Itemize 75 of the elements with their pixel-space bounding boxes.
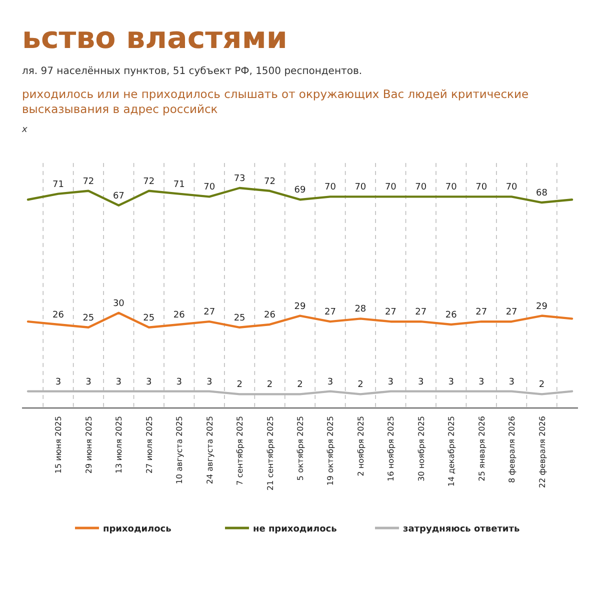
data-label: 2	[538, 380, 545, 390]
data-label: 70	[384, 182, 397, 193]
data-label: 70	[445, 182, 458, 193]
x-tick-label: 2 ноября 2025	[356, 416, 366, 476]
data-label: 26	[445, 310, 458, 320]
data-label: 70	[324, 182, 336, 193]
data-label: 70	[415, 182, 427, 193]
x-tick-label: 30 ноября 2025	[416, 416, 426, 482]
data-label: 27	[476, 308, 488, 318]
x-tick-label: 8 февраля 2026	[508, 416, 517, 483]
data-label: 67	[112, 191, 124, 202]
x-tick-label: 27 июля 2025	[144, 416, 154, 474]
data-label: 29	[294, 302, 306, 312]
chart-title: ьство властями	[22, 21, 288, 56]
data-label: 3	[418, 377, 424, 388]
x-tick-label: 7 сентября 2025	[236, 416, 245, 486]
data-label: 72	[143, 176, 155, 187]
data-label: 26	[173, 310, 186, 320]
data-label: 72	[82, 176, 94, 187]
data-label: 70	[204, 182, 216, 193]
data-label: 3	[176, 377, 182, 388]
legend-label: не приходилось	[253, 524, 338, 534]
data-label: 70	[476, 182, 488, 193]
data-label: 70	[506, 182, 518, 193]
legend-label: приходилось	[103, 524, 172, 534]
data-label: 70	[354, 182, 366, 193]
x-tick-label: 29 июня 2025	[84, 416, 94, 474]
x-tick-label: 22 февраля 2026	[538, 416, 547, 488]
data-label: 71	[52, 180, 64, 190]
data-label: 3	[86, 377, 92, 388]
data-label: 27	[506, 308, 518, 318]
data-label: 27	[384, 308, 396, 318]
data-label: 26	[52, 310, 64, 320]
data-label: 28	[354, 304, 366, 315]
x-tick-label: 13 июля 2025	[114, 416, 124, 474]
data-label: 26	[264, 310, 276, 320]
data-label: 3	[146, 377, 152, 388]
data-label: 3	[388, 377, 394, 388]
text: х	[21, 125, 28, 135]
data-label: 25	[82, 313, 94, 324]
x-tick-label: 16 ноября 2025	[386, 416, 396, 482]
x-tick-label: 19 октября 2025	[326, 416, 336, 486]
chart-subtitle: ля. 97 населённых пунктов, 51 субъект РФ, 1500 респондентов.	[22, 66, 362, 77]
data-label: 71	[173, 180, 185, 190]
legend-label: затрудняюсь ответить	[403, 524, 520, 534]
data-label: 3	[478, 377, 484, 388]
data-label: 29	[536, 302, 548, 312]
data-label: 2	[358, 380, 364, 390]
x-tick-label: 14 декабря 2025	[447, 416, 456, 487]
data-label: 3	[206, 377, 212, 388]
data-label: 30	[112, 298, 125, 309]
x-tick-label: 5 октября 2025	[296, 416, 305, 481]
data-label: 68	[536, 188, 548, 199]
data-label: 72	[264, 176, 276, 187]
x-tick-label: 15 июня 2025	[54, 416, 64, 474]
data-label: 3	[327, 377, 334, 388]
data-label: 3	[116, 377, 122, 388]
data-label: 27	[324, 308, 336, 318]
data-label: 25	[234, 313, 246, 324]
x-tick-label: 24 августа 2025	[205, 416, 214, 484]
data-label: 25	[143, 313, 155, 324]
data-label: 27	[415, 308, 427, 318]
data-label: 2	[236, 380, 242, 390]
text: риходилось или не приходилось слышать от окружающих Вас людей критические высказывания в адрес российск	[22, 87, 529, 116]
data-label: 2	[297, 380, 303, 390]
x-tick-label: 10 августа 2025	[175, 416, 184, 484]
data-label: 2	[266, 380, 273, 390]
data-label: 73	[234, 174, 246, 184]
data-label: 69	[294, 186, 306, 196]
x-tick-label: 21 сентября 2025	[266, 416, 275, 490]
data-label: 3	[55, 377, 62, 388]
x-tick-label: 25 января 2026	[477, 416, 486, 482]
data-label: 3	[448, 377, 454, 388]
data-label: 3	[508, 377, 514, 388]
data-label: 27	[204, 308, 216, 318]
